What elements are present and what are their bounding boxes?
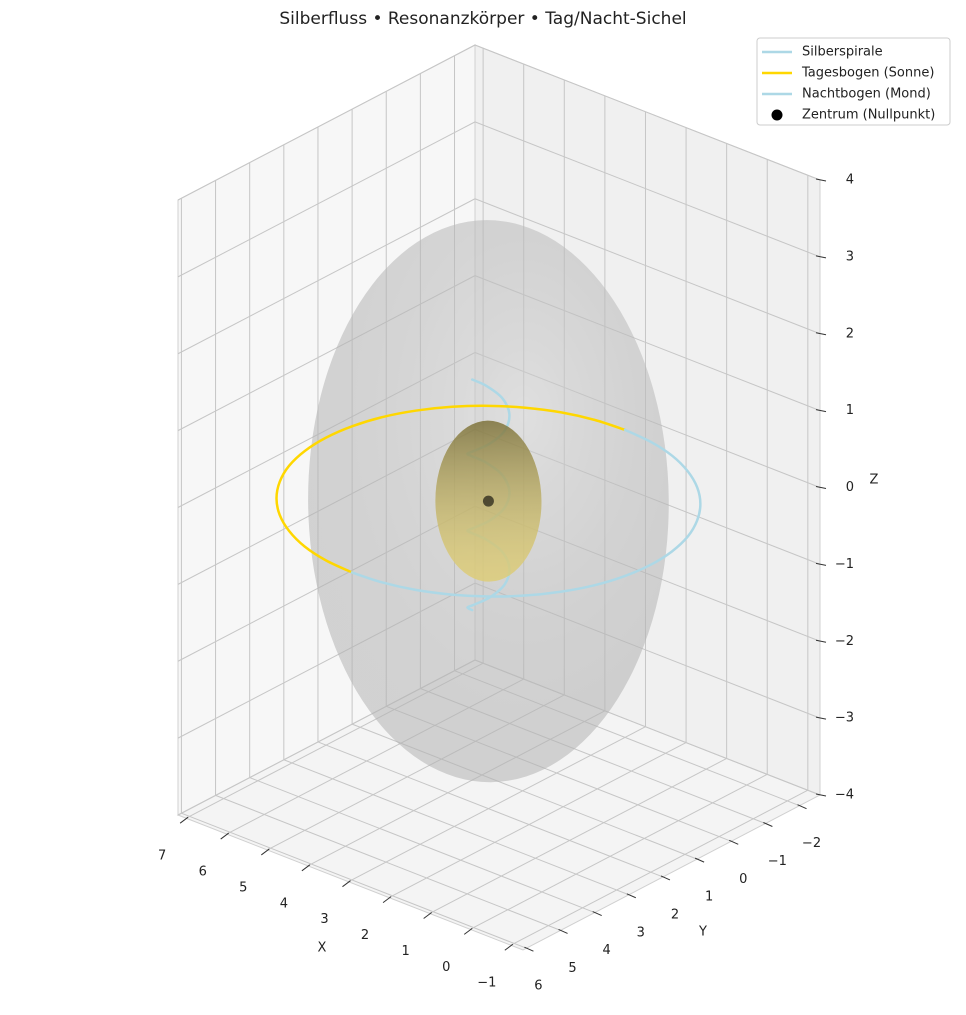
tick-mark (815, 255, 827, 259)
x-axis-label: X (318, 941, 327, 956)
legend-marker (771, 109, 783, 121)
grid-line (388, 742, 687, 899)
legend-label: Zentrum (Nullpunkt) (802, 108, 935, 123)
z-tick-label: 3 (846, 249, 854, 264)
tick-mark (504, 943, 514, 951)
tick-mark (815, 486, 827, 489)
tick-mark (558, 928, 568, 934)
grid-line (283, 759, 630, 896)
grid-line (470, 773, 768, 930)
z-tick-label: −3 (835, 711, 854, 726)
legend-box (756, 37, 951, 126)
tick-mark (220, 832, 230, 840)
z-tick-label: −4 (835, 788, 854, 803)
tick-mark (797, 804, 807, 810)
x-tick-label: 1 (402, 944, 410, 959)
tick-mark (660, 875, 671, 881)
legend-label: Nachtbogen (Mond) (802, 87, 931, 102)
grid-line (429, 758, 727, 914)
y-tick-label: 4 (603, 943, 611, 958)
y-tick-label: 5 (568, 961, 576, 976)
z-tick-label: 2 (846, 326, 854, 341)
tick-mark (729, 839, 739, 845)
legend-label: Silberspirale (802, 45, 883, 60)
x-tick-label: 4 (280, 896, 288, 911)
tick-mark (815, 716, 827, 720)
grid-line (177, 44, 476, 201)
z-axis-label: Z (870, 473, 879, 488)
x-tick-label: 3 (320, 912, 328, 927)
series-line (350, 428, 702, 598)
y-tick-label: −2 (802, 836, 821, 851)
z-tick-label: 1 (846, 403, 854, 418)
z-tick-label: 0 (846, 480, 854, 495)
tick-mark (592, 911, 602, 917)
grid-line (249, 777, 595, 914)
legend-label: Tagesbogen (Sonne) (801, 66, 934, 81)
y-tick-label: 3 (637, 925, 645, 940)
grid-line (474, 44, 821, 181)
grid-line (510, 789, 809, 946)
tick-mark (626, 893, 637, 899)
grid-line (474, 121, 821, 258)
tick-mark (463, 927, 473, 935)
tick-mark (382, 896, 392, 903)
series-line (275, 404, 627, 574)
y-tick-label: 2 (671, 907, 679, 922)
tick-mark (815, 793, 827, 797)
y-tick-label: 1 (705, 890, 713, 905)
tick-mark (524, 946, 534, 952)
tick-mark (179, 816, 189, 824)
x-tick-label: 6 (199, 865, 207, 880)
chart-title: Silberfluss • Resonanzkörper • Tag/Nacht… (279, 9, 686, 29)
tick-mark (694, 857, 705, 863)
tick-mark (423, 912, 432, 919)
x-tick-label: −1 (477, 976, 496, 991)
tick-mark (342, 880, 351, 888)
grid-line (317, 741, 664, 878)
grid-line (177, 198, 476, 355)
y-tick-label: 0 (739, 872, 747, 887)
y-tick-label: 6 (534, 979, 542, 994)
tick-mark (815, 639, 827, 643)
tick-mark (815, 409, 827, 413)
grid-line (181, 812, 527, 949)
grid-line (177, 121, 476, 278)
z-tick-label: −2 (835, 634, 854, 649)
y-tick-label: −1 (768, 854, 787, 869)
scatter-point (482, 495, 494, 507)
x-tick-label: 2 (361, 928, 369, 943)
grid-line (348, 726, 646, 883)
tick-mark (815, 178, 827, 182)
y-axis-label: Y (698, 925, 707, 940)
x-tick-label: 0 (442, 960, 450, 975)
grid-line (474, 198, 821, 335)
tick-mark (301, 864, 311, 872)
z-tick-label: 4 (846, 173, 854, 188)
grid-line (215, 794, 561, 931)
z-tick-label: −1 (835, 557, 854, 572)
x-tick-label: 7 (158, 849, 166, 864)
tick-mark (815, 562, 827, 566)
tick-mark (260, 848, 270, 856)
tick-mark (763, 822, 773, 827)
x-tick-label: 5 (239, 880, 247, 895)
tick-mark (815, 332, 827, 336)
